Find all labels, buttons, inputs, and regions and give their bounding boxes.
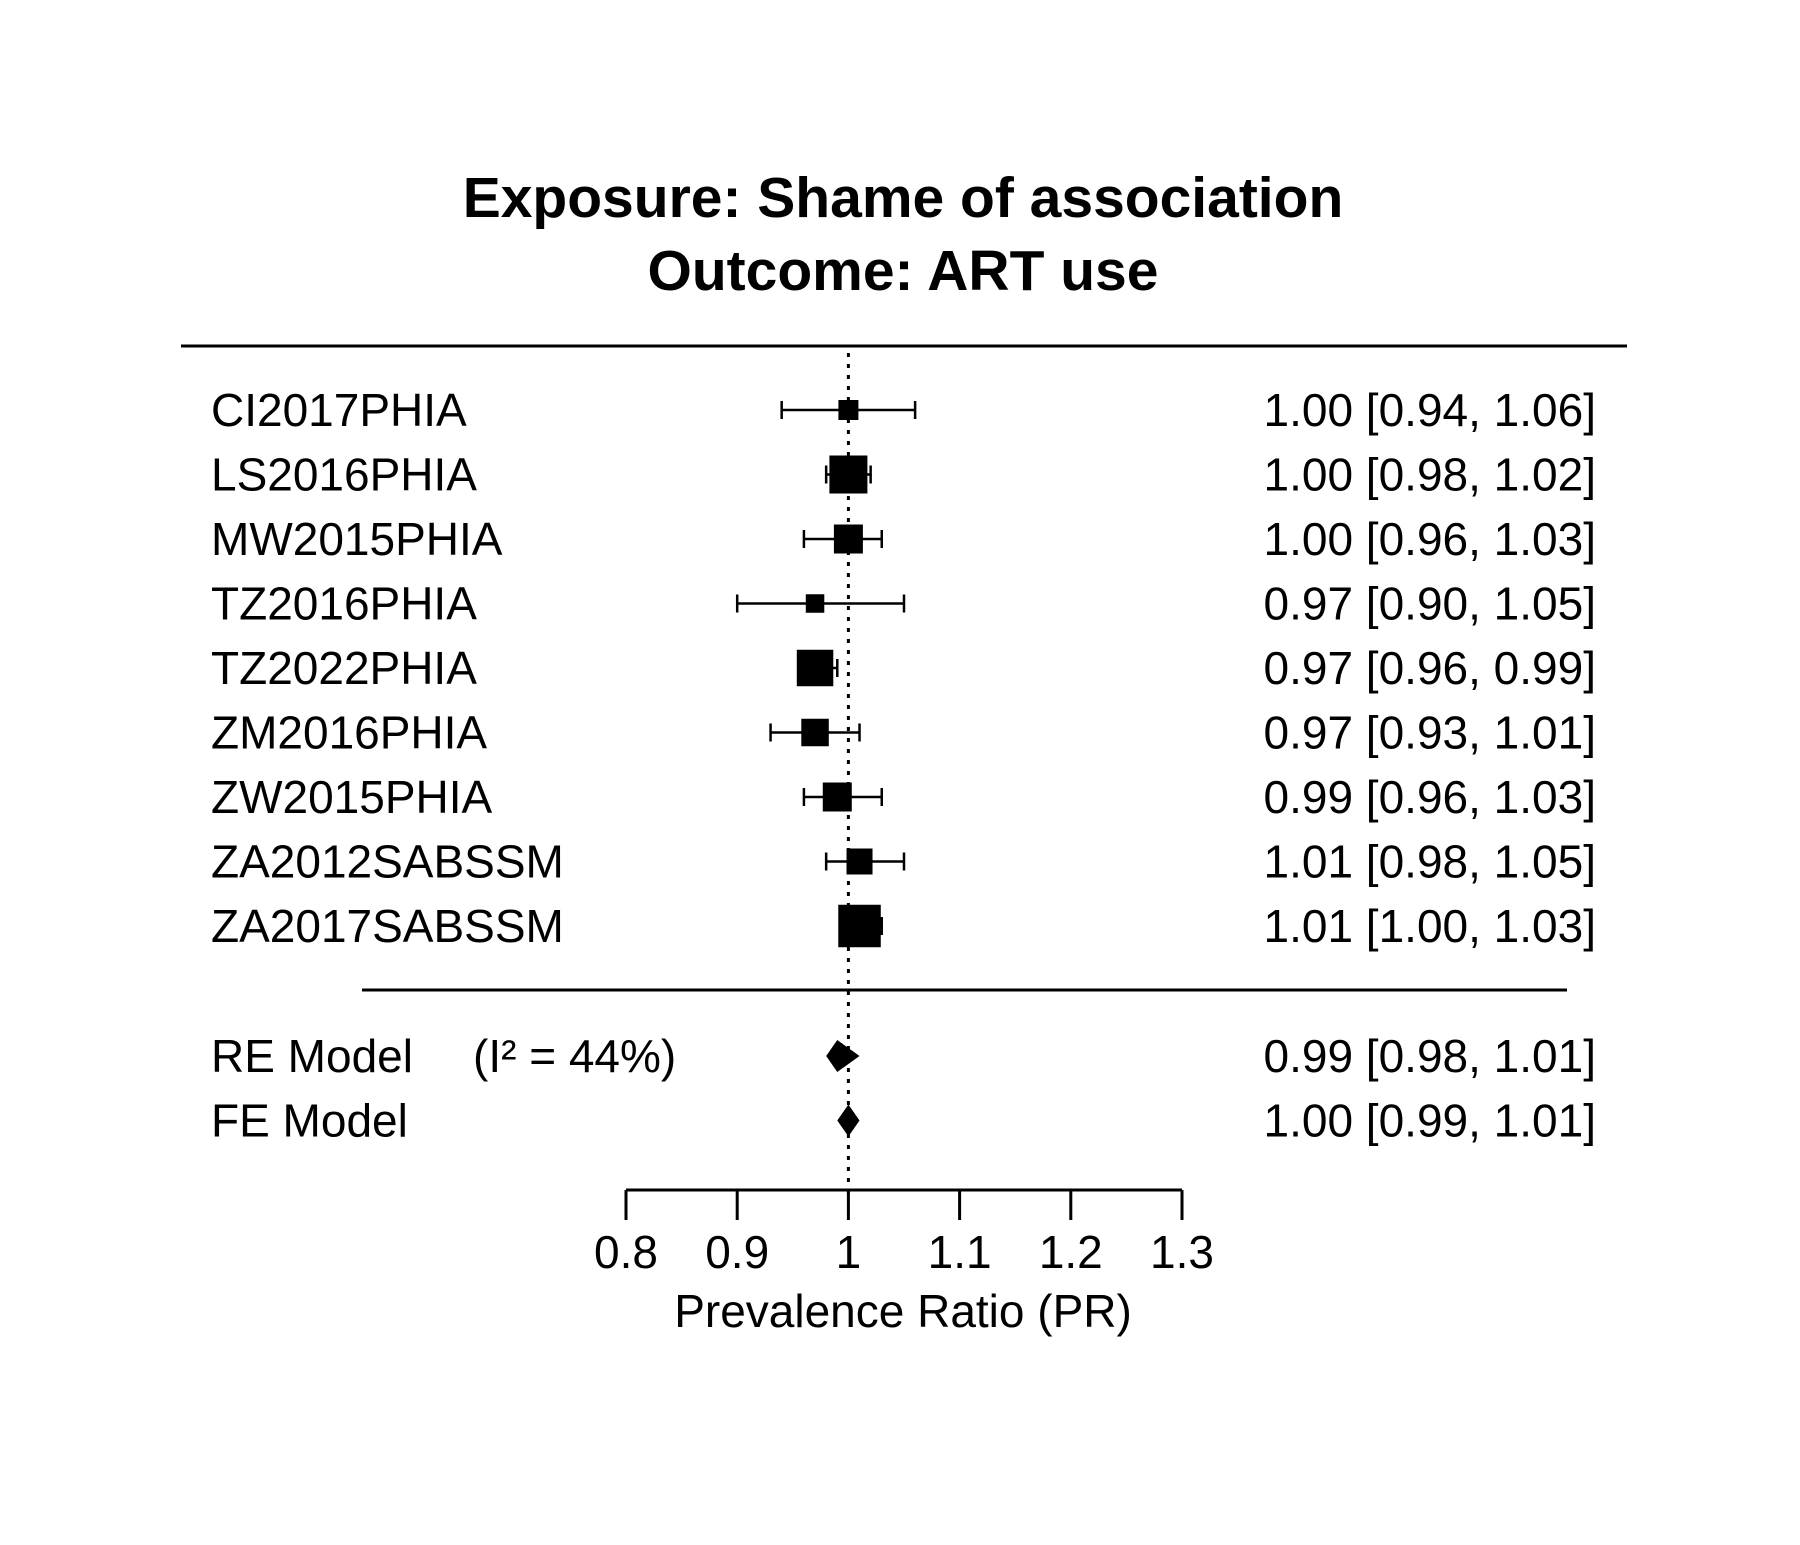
title-line-outcome: Outcome: ART use <box>648 239 1159 303</box>
study-row: ZW2015PHIA 0.99 [0.96, 1.03] <box>211 771 1596 823</box>
study-label: TZ2022PHIA <box>211 642 477 694</box>
study-row: CI2017PHIA 1.00 [0.94, 1.06] <box>211 384 1596 436</box>
study-label: MW2015PHIA <box>211 513 503 565</box>
estimate-ci-text: 0.97 [0.93, 1.01] <box>1264 707 1597 759</box>
point-estimate-square <box>838 400 859 420</box>
heterogeneity-label: (I² = 44%) <box>473 1030 676 1082</box>
model-label: FE Model <box>211 1095 408 1147</box>
study-label: ZW2015PHIA <box>211 771 493 823</box>
estimate-ci-text: 0.97 [0.90, 1.05] <box>1264 578 1597 630</box>
study-row: ZM2016PHIA 0.97 [0.93, 1.01] <box>211 707 1596 759</box>
model-rows: RE Model (I² = 44%) 0.99 [0.98, 1.01] FE Mo… <box>211 1030 1596 1147</box>
study-label: TZ2016PHIA <box>211 578 477 630</box>
estimate-ci-text: 1.00 [0.94, 1.06] <box>1264 384 1597 436</box>
summary-diamond <box>826 1040 860 1072</box>
x-tick-label: 1 <box>836 1226 862 1278</box>
point-estimate-square <box>833 524 863 554</box>
study-label: ZA2017SABSSM <box>211 900 564 952</box>
study-row: ZA2017SABSSM 1.01 [1.00, 1.03] <box>211 900 1596 952</box>
study-row: TZ2016PHIA 0.97 [0.90, 1.05] <box>211 578 1596 630</box>
estimate-ci-text: 0.99 [0.98, 1.01] <box>1264 1030 1597 1082</box>
model-row: RE Model (I² = 44%) 0.99 [0.98, 1.01] <box>211 1030 1596 1082</box>
point-estimate-square <box>796 649 834 687</box>
x-tick-label: 0.9 <box>705 1226 769 1278</box>
study-rows: CI2017PHIA 1.00 [0.94, 1.06] LS2016PHIA 1.0… <box>211 384 1596 952</box>
estimate-ci-text: 1.00 [0.98, 1.02] <box>1264 449 1597 501</box>
chart-title: Exposure: Shame of association Outcome: … <box>463 166 1344 303</box>
study-label: ZM2016PHIA <box>211 707 487 759</box>
summary-diamond <box>837 1104 860 1137</box>
point-estimate-square <box>822 782 852 812</box>
point-estimate-square <box>829 455 868 494</box>
study-row: TZ2022PHIA 0.97 [0.96, 0.99] <box>211 642 1596 694</box>
study-row: ZA2012SABSSM 1.01 [0.98, 1.05] <box>211 836 1596 888</box>
x-axis: 0.8 0.9 1 1.1 1.2 1.3 <box>594 1188 1214 1278</box>
estimate-ci-text: 1.00 [0.99, 1.01] <box>1264 1095 1597 1147</box>
study-row: LS2016PHIA 1.00 [0.98, 1.02] <box>211 449 1596 501</box>
x-tick-label: 1.3 <box>1150 1226 1214 1278</box>
study-row: MW2015PHIA 1.00 [0.96, 1.03] <box>211 513 1596 565</box>
estimate-ci-text: 1.01 [1.00, 1.03] <box>1264 900 1597 952</box>
estimate-ci-text: 1.01 [0.98, 1.05] <box>1264 836 1597 888</box>
x-tick-label: 1.1 <box>928 1226 992 1278</box>
x-tick-label: 1.2 <box>1039 1226 1103 1278</box>
estimate-ci-text: 1.00 [0.96, 1.03] <box>1264 513 1597 565</box>
point-estimate-square <box>801 718 829 747</box>
x-tick-label: 0.8 <box>594 1226 658 1278</box>
estimate-ci-text: 0.99 [0.96, 1.03] <box>1264 771 1597 823</box>
model-row: FE Model 1.00 [0.99, 1.01] <box>211 1095 1596 1147</box>
study-label: CI2017PHIA <box>211 384 467 436</box>
study-label: LS2016PHIA <box>211 449 477 501</box>
x-axis-label: Prevalence Ratio (PR) <box>674 1285 1132 1337</box>
estimate-ci-text: 0.97 [0.96, 0.99] <box>1264 642 1597 694</box>
point-estimate-square <box>838 904 881 948</box>
point-estimate-square <box>805 594 825 613</box>
model-label: RE Model <box>211 1030 413 1082</box>
study-label: ZA2012SABSSM <box>211 836 564 888</box>
title-line-exposure: Exposure: Shame of association <box>463 166 1344 230</box>
point-estimate-square <box>846 848 873 875</box>
